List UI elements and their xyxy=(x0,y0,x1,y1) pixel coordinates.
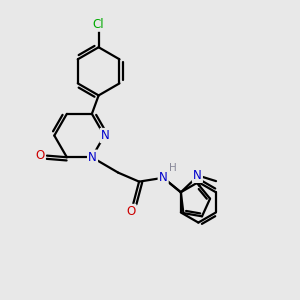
Text: N: N xyxy=(101,129,110,142)
Text: O: O xyxy=(35,149,44,162)
Text: O: O xyxy=(126,205,135,218)
Text: Cl: Cl xyxy=(93,18,104,31)
Text: N: N xyxy=(193,169,202,182)
Text: N: N xyxy=(88,151,97,164)
Text: N: N xyxy=(159,171,167,184)
Text: H: H xyxy=(169,163,177,173)
